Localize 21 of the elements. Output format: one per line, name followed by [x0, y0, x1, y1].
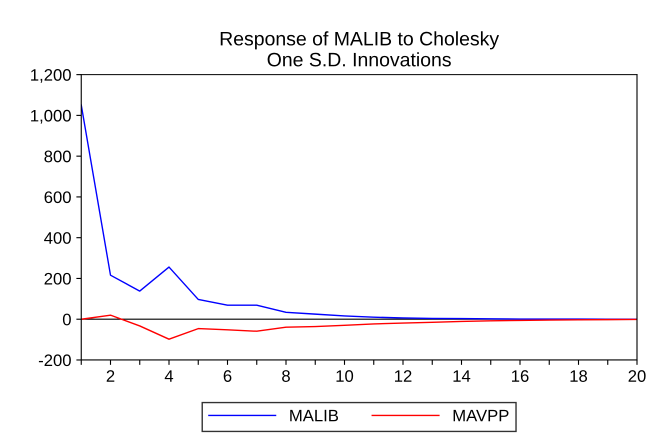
y-tick-label: 200 — [44, 272, 71, 285]
x-tick-label: 2 — [106, 370, 114, 382]
x-tick-label: 20 — [628, 370, 646, 382]
legend-label: MALIB — [290, 410, 338, 422]
y-tick-label: 800 — [44, 150, 71, 162]
chart-title: Response of MALIB to Cholesky One S.D. Innovations — [220, 31, 500, 66]
x-tick-label: 18 — [570, 370, 588, 382]
x-tick-label: 6 — [224, 370, 232, 382]
y-tick-label: 1,000 — [31, 110, 71, 124]
y-tick-label: 1,200 — [31, 69, 71, 83]
legend-label: MAVPP — [454, 410, 508, 422]
x-tick-label: 4 — [164, 370, 174, 382]
x-tick-label: 12 — [395, 370, 412, 382]
x-tick-label: 10 — [336, 370, 354, 382]
x-tick-label: 8 — [282, 370, 290, 382]
x-tick-label: 16 — [512, 370, 529, 382]
y-tick-label: 0 — [62, 314, 71, 326]
y-tick-label: 400 — [44, 232, 71, 244]
x-tick-label: 14 — [454, 370, 470, 382]
y-tick-label: -200 — [38, 354, 71, 366]
y-tick-label: 600 — [44, 191, 71, 204]
